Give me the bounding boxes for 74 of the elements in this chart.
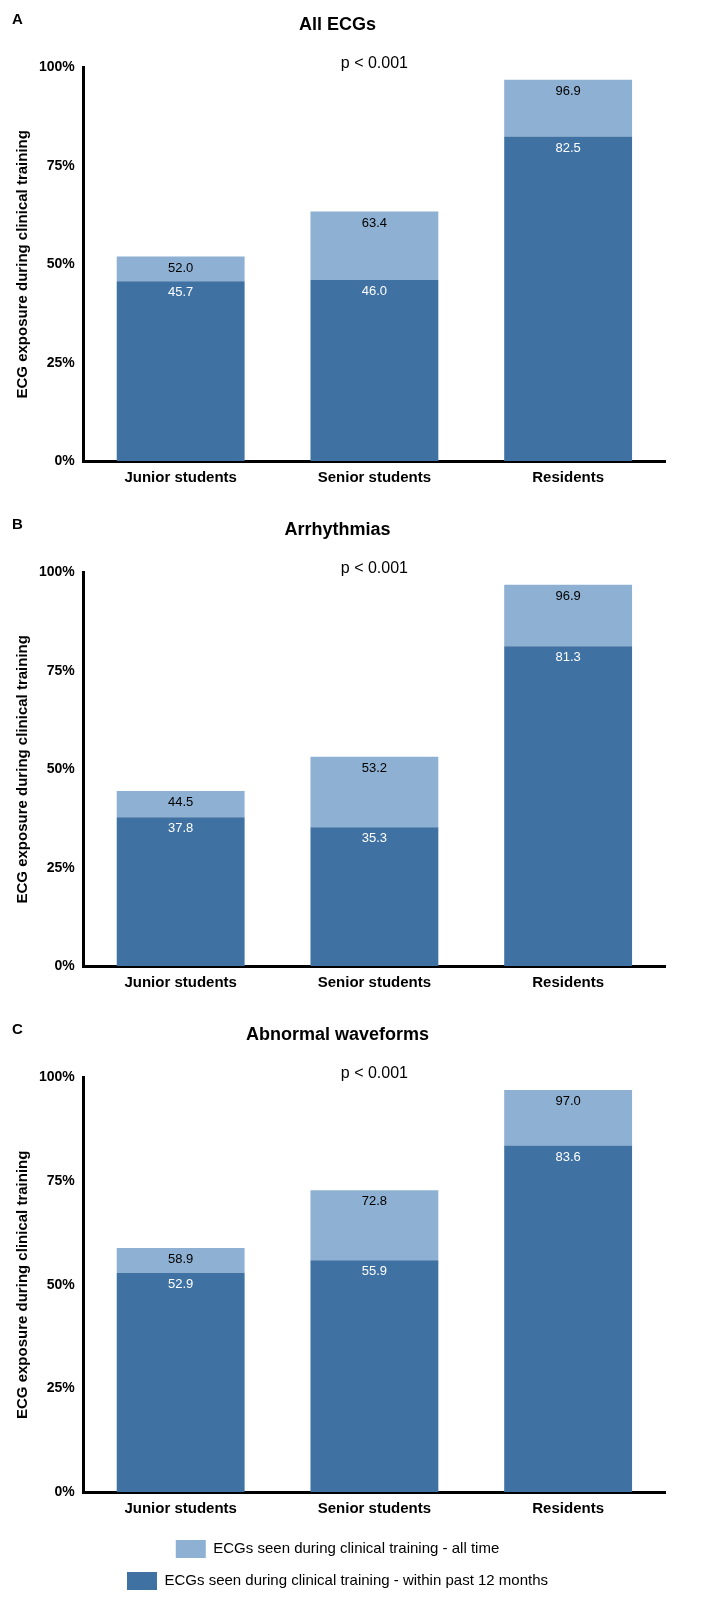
total-label: 96.9 bbox=[555, 587, 581, 603]
total-label: 52.0 bbox=[168, 259, 194, 275]
y-axis-title: ECG exposure during clinical training bbox=[13, 130, 31, 399]
annotation: p < 0.001 bbox=[340, 1064, 409, 1082]
x-tick-label: Residents bbox=[532, 973, 604, 991]
bar bbox=[504, 79, 633, 137]
data-label: 81.3 bbox=[555, 649, 581, 665]
x-tick-label: Senior students bbox=[317, 468, 432, 486]
bar bbox=[504, 1145, 633, 1492]
bar bbox=[116, 1272, 245, 1492]
data-label: 45.7 bbox=[168, 284, 194, 300]
y-tick-label: 75% bbox=[46, 1172, 76, 1189]
bar bbox=[310, 1190, 439, 1261]
data-label: 83.6 bbox=[555, 1148, 581, 1164]
y-tick-label: 100% bbox=[38, 563, 76, 580]
bar bbox=[116, 256, 245, 282]
bar bbox=[504, 646, 633, 966]
data-label: 82.5 bbox=[555, 139, 581, 155]
x-tick-label: Junior students bbox=[124, 973, 237, 991]
text: C bbox=[12, 1019, 23, 1037]
data-label: 37.8 bbox=[168, 820, 194, 836]
total-label: 44.5 bbox=[168, 794, 194, 810]
chart-title: Abnormal waveforms bbox=[245, 1023, 430, 1044]
y-tick-label: 0% bbox=[54, 956, 76, 973]
text: B bbox=[12, 514, 23, 532]
data-label: 35.3 bbox=[361, 830, 388, 846]
x-tick-label: Junior students bbox=[124, 1499, 237, 1517]
chart-title: Arrhythmias bbox=[284, 518, 391, 539]
bar bbox=[310, 1260, 439, 1492]
bar bbox=[310, 280, 439, 461]
y-tick-label: 25% bbox=[46, 858, 76, 875]
y-axis-title: ECG exposure during clinical training bbox=[13, 635, 31, 904]
x-tick-label: Senior students bbox=[317, 973, 432, 991]
y-tick-label: 100% bbox=[38, 58, 76, 75]
data-label: 46.0 bbox=[361, 283, 388, 299]
y-tick-label: 75% bbox=[46, 661, 76, 678]
y-tick-label: 25% bbox=[46, 1379, 76, 1396]
total-label: 96.9 bbox=[555, 82, 581, 98]
x-tick-label: Junior students bbox=[124, 468, 237, 486]
y-axis-title: ECG exposure during clinical training bbox=[13, 1150, 31, 1419]
bar bbox=[504, 136, 633, 461]
bar bbox=[504, 584, 633, 647]
data-label: 52.9 bbox=[168, 1275, 194, 1291]
y-tick-label: 50% bbox=[46, 1275, 76, 1292]
y-tick-label: 0% bbox=[54, 451, 76, 468]
x-tick-label: Residents bbox=[532, 1499, 604, 1517]
bar bbox=[310, 211, 439, 281]
bar bbox=[116, 817, 245, 966]
annotation: p < 0.001 bbox=[340, 54, 409, 72]
bar bbox=[116, 790, 245, 818]
bar bbox=[504, 1090, 633, 1146]
y-tick-label: 75% bbox=[46, 156, 76, 173]
legend-label: ECGs seen during clinical training - all time bbox=[213, 1539, 500, 1557]
total-label: 53.2 bbox=[361, 759, 388, 775]
annotation: p < 0.001 bbox=[340, 559, 409, 577]
total-label: 97.0 bbox=[555, 1093, 581, 1109]
x-tick-label: Residents bbox=[532, 468, 604, 486]
y-tick-label: 100% bbox=[38, 1068, 76, 1085]
x-tick-label: Senior students bbox=[317, 1499, 432, 1517]
y-tick-label: 50% bbox=[46, 760, 76, 777]
y-tick-label: 25% bbox=[46, 353, 76, 370]
data-label: 55.9 bbox=[361, 1263, 388, 1279]
text: A bbox=[12, 9, 23, 27]
total-label: 63.4 bbox=[361, 214, 388, 230]
y-tick-label: 50% bbox=[46, 255, 76, 272]
bar bbox=[116, 281, 245, 461]
total-label: 58.9 bbox=[168, 1251, 194, 1266]
bar bbox=[310, 827, 439, 966]
bar bbox=[116, 1247, 245, 1273]
chart-title: All ECGs bbox=[298, 13, 377, 34]
bar bbox=[310, 756, 439, 828]
y-tick-label: 0% bbox=[54, 1482, 76, 1499]
total-label: 72.8 bbox=[361, 1193, 388, 1209]
legend-label: ECGs seen during clinical training - within past 12 months bbox=[164, 1571, 549, 1589]
